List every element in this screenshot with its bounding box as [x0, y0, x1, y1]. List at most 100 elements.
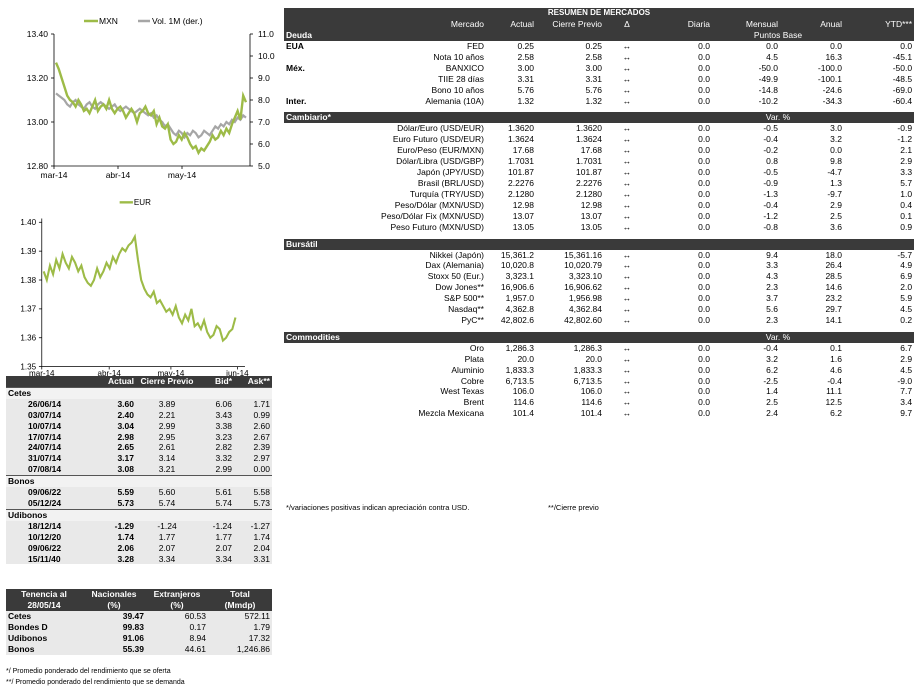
row-annual: 1.6: [830, 353, 842, 364]
row-group: [284, 376, 336, 387]
row-prev: 6,713.5: [573, 375, 602, 386]
row-actual: 106.0: [512, 386, 534, 397]
rate-prev: 2.21: [136, 409, 198, 421]
row-daily: 0.0: [698, 73, 710, 84]
row-delta-icon: ↔: [622, 271, 632, 282]
summary-row: Méx. BANXICO 3.00 3.00 ↔ 0.0 -50.0 -100.0 -50.0: [284, 63, 914, 74]
row-monthly: -14.8: [758, 84, 778, 95]
summary-row: West Texas 106.0 106.0 ↔ 0.0 1.4 11.1 7.7: [284, 386, 914, 397]
row-label: Dólar/Libra (USD/GBP): [396, 156, 484, 167]
summary-row: Aluminio 1,833.3 1,833.3 ↔ 0.0 6.2 4.6 4.5: [284, 365, 914, 376]
rate-actual: -1.29: [98, 520, 136, 532]
row-daily: 0.0: [698, 134, 710, 145]
summary-header-5: Mensual: [712, 19, 780, 30]
row-monthly: 3.3: [766, 260, 778, 271]
row-monthly: -10.2: [758, 95, 778, 106]
rate-prev: -1.24: [136, 520, 198, 532]
row-delta-icon: ↔: [622, 260, 632, 271]
row-actual: 3.31: [517, 73, 534, 84]
row-ytd: 6.7: [900, 342, 913, 353]
rate-date: 09/06/22: [6, 487, 98, 498]
rates-row: 18/12/14 -1.29 -1.24 -1.24 -1.27: [6, 520, 272, 532]
row-actual: 1.3624: [508, 134, 534, 145]
row-ytd: 5.7: [900, 177, 913, 188]
section-unit: [712, 238, 844, 250]
row-label: Peso/Dólar Fix (MXN/USD): [381, 210, 484, 221]
rate-date: 26/06/14: [6, 398, 98, 410]
row-delta-icon: ↔: [622, 199, 632, 210]
rate-date: 10/07/14: [6, 420, 98, 432]
holdings-header-h3: Extranjeros: [146, 589, 208, 600]
row-delta-icon: ↔: [622, 375, 632, 386]
x-tick-label: may-14: [157, 369, 184, 378]
y-tick-label: 1.39: [20, 247, 36, 256]
rate-prev: 2.61: [136, 442, 198, 454]
row-monthly: -0.9: [763, 177, 778, 188]
row-label: FED: [467, 41, 484, 51]
summary-row: Brasil (BRL/USD) 2.2276 2.2276 ↔ 0.0 -0.9 1.3 5…: [284, 178, 914, 189]
row-prev: 114.6: [581, 397, 602, 408]
row-delta-icon: ↔: [622, 123, 632, 134]
rates-header-1: Cierre Previo: [136, 376, 198, 388]
row-annual: -24.6: [822, 84, 842, 95]
rates-row: 03/07/14 2.40 2.21 3.43 0.99: [6, 409, 272, 421]
row-group: [284, 408, 336, 419]
row-group: [284, 282, 336, 293]
row-group: [284, 74, 336, 85]
summary-row: Nasdaq** 4,362.8 4,362.84 ↔ 0.0 5.6 29.7 4.5: [284, 304, 914, 315]
row-group: [284, 85, 336, 96]
row-annual: 0.0: [830, 145, 842, 156]
row-prev: 3,323.10: [568, 271, 602, 282]
row-monthly: -2.5: [763, 375, 778, 386]
summary-row: Mezcla Mexicana 101.4 101.4 ↔ 0.0 2.4 6.2 9.7: [284, 408, 914, 419]
rate-actual: 1.74: [98, 531, 136, 543]
holding-name: Bonos: [6, 643, 82, 655]
row-group: EUA: [286, 41, 304, 51]
summary-row: PyC** 42,802.6 42,802.60 ↔ 0.0 2.3 14.1 0.2: [284, 315, 914, 326]
row-daily: 0.0: [698, 84, 710, 95]
x-tick-label: may-14: [168, 170, 197, 180]
row-group: [284, 315, 336, 326]
row-prev: 1.3624: [576, 134, 602, 145]
row-prev: 13.07: [580, 210, 602, 221]
holdings-row: Cetes 39.47 60.53 572.11: [6, 611, 272, 622]
row-monthly: 2.3: [766, 282, 778, 293]
rate-bid: 3.23: [198, 431, 234, 443]
rates-row: 10/07/14 3.04 2.99 3.38 2.60: [6, 420, 272, 432]
row-ytd: 5.9: [900, 293, 913, 304]
row-annual: 6.2: [830, 408, 842, 419]
holdings-header-h2b: (%): [82, 600, 146, 611]
rates-group-name: Udibonos: [6, 508, 272, 521]
row-daily: 0.0: [698, 314, 710, 325]
summary-row: Peso/Dólar Fix (MXN/USD) 13.07 13.07 ↔ 0.0 -1…: [284, 211, 914, 222]
holding-name: Udibonos: [6, 632, 82, 644]
row-ytd: 1.0: [900, 188, 913, 199]
row-actual: 114.6: [513, 397, 534, 408]
rate-actual: 3.28: [98, 553, 136, 565]
rate-prev: 5.74: [136, 497, 198, 510]
row-ytd: 2.9: [900, 353, 913, 364]
row-actual: 5.76: [517, 84, 534, 95]
y-tick-label: 1.38: [20, 276, 36, 285]
rates-row: 15/11/40 3.28 3.34 3.34 3.31: [6, 553, 272, 565]
row-prev: 3.00: [585, 62, 602, 73]
row-daily: 0.0: [698, 177, 710, 188]
row-monthly: 4.5: [766, 51, 778, 62]
row-ytd: 2.1: [900, 145, 913, 156]
rate-prev: 1.77: [136, 531, 198, 543]
holdings-note-1: */ Promedio ponderado del rendimiento qu…: [6, 668, 171, 675]
row-monthly: 0.8: [766, 156, 778, 167]
row-prev: 4,362.84: [568, 304, 602, 315]
row-label: Cobre: [460, 375, 484, 386]
row-actual: 13.07: [512, 210, 534, 221]
rates-group-name: Cetes: [6, 386, 272, 399]
section-header: Commodities Var. %: [284, 331, 915, 343]
row-delta-icon: ↔: [622, 73, 632, 84]
row-monthly: 3.7: [766, 293, 778, 304]
row-annual: 2.9: [830, 199, 842, 210]
mxn-series-line: [54, 62, 248, 156]
market-summary-table: RESUMEN DE MERCADOS Mercado Actual Cierre P…: [284, 8, 915, 419]
row-ytd: 0.4: [900, 199, 913, 210]
rate-ask: 2.39: [234, 442, 272, 454]
row-actual: 1,833.3: [505, 364, 534, 375]
